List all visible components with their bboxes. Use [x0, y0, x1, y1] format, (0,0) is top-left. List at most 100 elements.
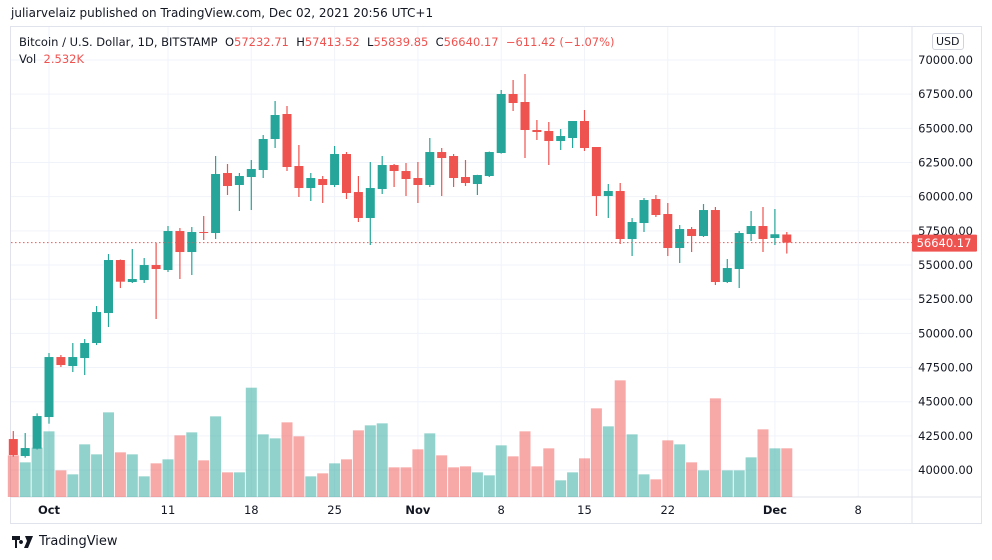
candle-body[interactable] — [92, 312, 102, 344]
volume-bar — [257, 434, 269, 497]
candle-body[interactable] — [365, 188, 375, 219]
candle-body[interactable] — [663, 214, 673, 249]
candle-body[interactable] — [508, 94, 518, 103]
candle-body[interactable] — [532, 130, 542, 133]
candle-body[interactable] — [115, 260, 125, 282]
volume-bar — [412, 449, 424, 497]
candle-body[interactable] — [413, 178, 423, 186]
candle-body[interactable] — [770, 234, 780, 239]
volume-bar — [388, 467, 400, 497]
candle-body[interactable] — [318, 179, 328, 186]
candle-body[interactable] — [258, 139, 268, 171]
candle-body[interactable] — [175, 231, 185, 253]
candle-body[interactable] — [734, 233, 744, 270]
candle-body[interactable] — [246, 169, 256, 178]
candle-body[interactable] — [68, 357, 78, 367]
candle-body[interactable] — [603, 191, 613, 197]
open-value: 57232.71 — [234, 35, 289, 49]
volume-bar — [31, 447, 43, 497]
candle-body[interactable] — [56, 357, 66, 366]
candle-body[interactable] — [722, 268, 732, 283]
candle-body[interactable] — [627, 222, 637, 240]
volume-bar — [91, 454, 103, 497]
volume-bar — [555, 480, 567, 497]
volume-bar — [460, 466, 471, 497]
volume-bar — [305, 476, 317, 497]
candle-body[interactable] — [472, 175, 482, 185]
candle-body[interactable] — [544, 131, 554, 142]
symbol-title[interactable]: Bitcoin / U.S. Dollar, 1D, BITSTAMP — [19, 35, 218, 49]
candle-body[interactable] — [187, 232, 197, 253]
footer-brand[interactable]: TradingView — [12, 534, 118, 549]
published-caption: juliarvelaiz published on TradingView.co… — [11, 6, 434, 20]
candle-body[interactable] — [639, 200, 649, 224]
candle-body[interactable] — [437, 152, 447, 159]
candle-body[interactable] — [591, 147, 601, 197]
candle-body[interactable] — [496, 94, 506, 154]
volume-label[interactable]: Vol — [19, 52, 37, 66]
candle-body[interactable] — [270, 115, 280, 140]
x-tick-label: Nov — [405, 503, 431, 517]
candle-body[interactable] — [484, 152, 494, 177]
candle-body[interactable] — [139, 265, 149, 281]
candle-body[interactable] — [580, 121, 589, 149]
close-label: C — [435, 35, 444, 49]
candle-body[interactable] — [151, 265, 161, 270]
candle-body[interactable] — [651, 199, 661, 216]
candle-body[interactable] — [199, 232, 209, 234]
volume-bar — [424, 433, 436, 497]
volume-bar — [662, 440, 674, 497]
candle-body[interactable] — [306, 178, 316, 189]
candle-body[interactable] — [163, 231, 173, 271]
volume-bar — [531, 466, 543, 497]
volume-bar — [495, 445, 507, 497]
candle-body[interactable] — [342, 154, 351, 194]
candle-body[interactable] — [104, 260, 113, 314]
candle-body[interactable] — [282, 114, 292, 168]
candle-body[interactable] — [389, 165, 399, 172]
y-tick-label: 47500.00 — [918, 361, 973, 375]
candle-body[interactable] — [223, 173, 232, 187]
candle-body[interactable] — [8, 439, 18, 456]
candle-body[interactable] — [44, 357, 54, 418]
volume-bar — [222, 472, 233, 497]
y-tick-label: 50000.00 — [918, 326, 973, 340]
volume-bar — [698, 470, 709, 497]
candle-body[interactable] — [211, 174, 221, 234]
candle-body[interactable] — [461, 177, 470, 184]
candle-body[interactable] — [353, 192, 363, 219]
volume-bar — [269, 438, 281, 497]
candle-body[interactable] — [746, 226, 756, 235]
candle-body[interactable] — [782, 234, 792, 243]
candle-body[interactable] — [234, 176, 244, 186]
volume-bar — [7, 455, 19, 497]
candle-body[interactable] — [80, 343, 90, 359]
candle-body[interactable] — [294, 166, 304, 189]
candle-body[interactable] — [710, 210, 720, 283]
candle-body[interactable] — [20, 448, 30, 457]
candle-body[interactable] — [675, 229, 685, 249]
candle-body[interactable] — [377, 165, 387, 190]
candle-body[interactable] — [425, 152, 435, 186]
volume-bar — [210, 416, 222, 497]
candle-body[interactable] — [127, 279, 137, 283]
volume-bar — [174, 435, 186, 497]
volume-bar — [436, 455, 448, 497]
currency-button[interactable]: USD — [932, 33, 964, 50]
candle-body[interactable] — [687, 229, 697, 237]
candle-body[interactable] — [556, 136, 566, 142]
candle-body[interactable] — [615, 191, 625, 240]
candle-body[interactable] — [330, 154, 340, 186]
candle-body[interactable] — [449, 156, 459, 179]
candle-body[interactable] — [568, 121, 578, 139]
open-label: O — [224, 35, 234, 49]
y-tick-label: 65000.00 — [918, 121, 973, 135]
volume-bar — [674, 444, 686, 497]
candle-body[interactable] — [401, 171, 411, 180]
candle-body[interactable] — [32, 416, 42, 449]
candle-body[interactable] — [699, 210, 708, 237]
volume-value: 2.532K — [43, 52, 84, 66]
candle-body[interactable] — [758, 226, 768, 240]
candle-body[interactable] — [520, 102, 530, 131]
